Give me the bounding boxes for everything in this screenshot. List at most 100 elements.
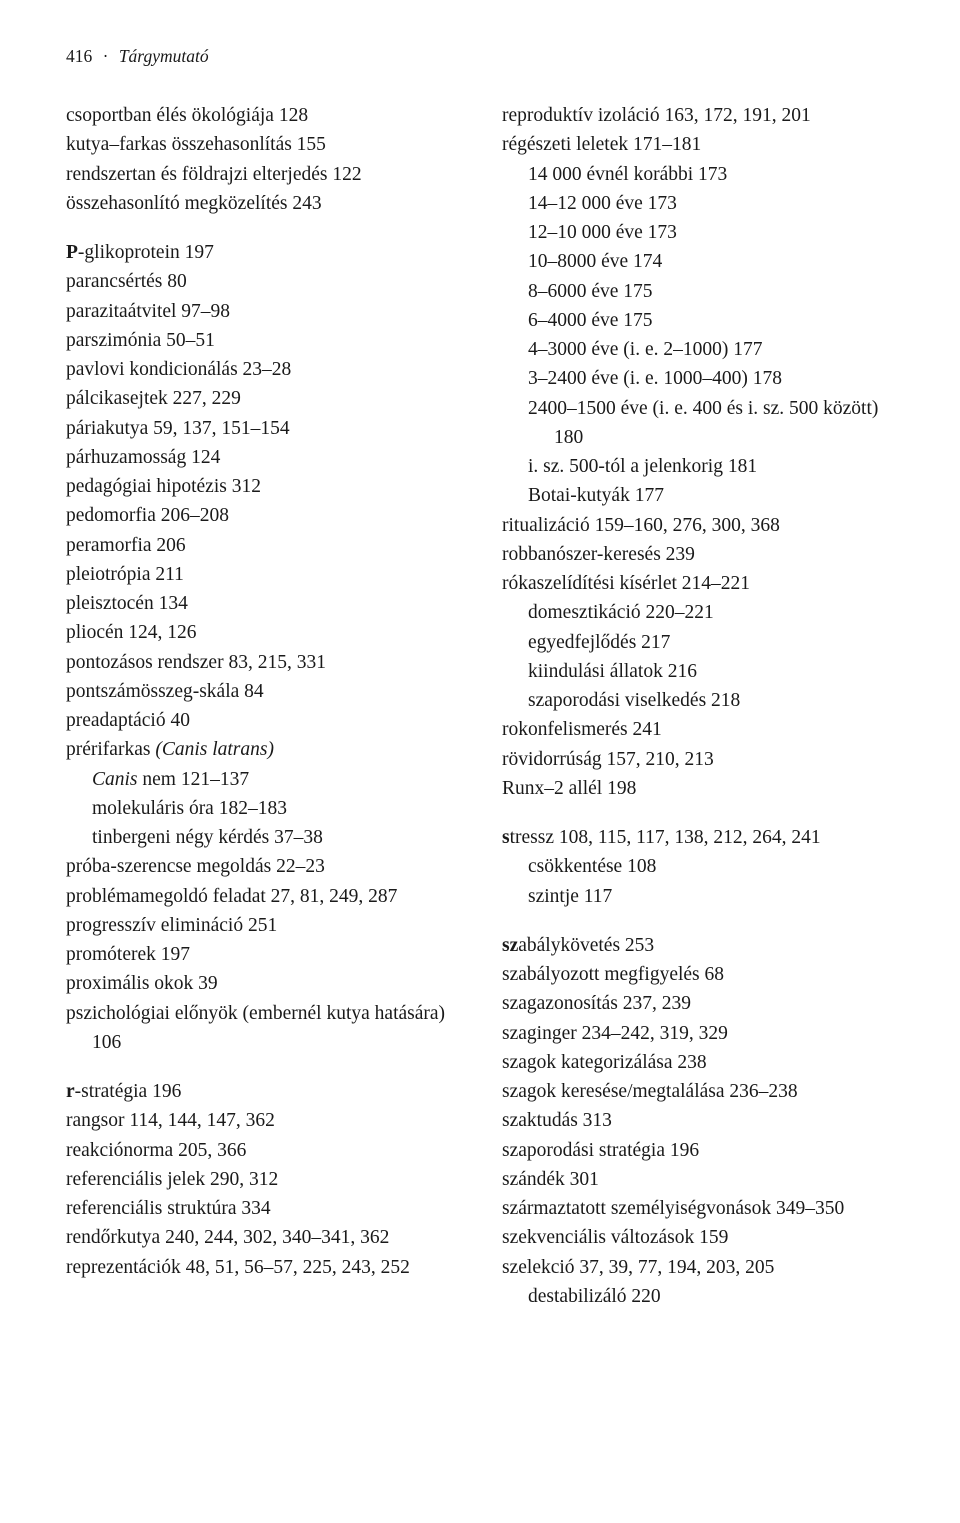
- index-entry: pontszámösszeg-skála 84: [66, 677, 468, 706]
- index-text: sz: [502, 935, 518, 956]
- index-subentry: Canis nem 121–137: [66, 765, 468, 794]
- index-text: szagazonosítás 237, 239: [502, 993, 691, 1014]
- index-text: referenciális struktúra 334: [66, 1198, 271, 1219]
- index-text: molekuláris óra 182–183: [92, 798, 287, 819]
- index-subentry: 10–8000 éve 174: [502, 247, 904, 276]
- index-text: i. sz. 500-tól a jelenkorig 181: [528, 456, 757, 477]
- index-entry: problémamegoldó feladat 27, 81, 249, 287: [66, 882, 468, 911]
- index-entry: szándék 301: [502, 1165, 904, 1194]
- index-text: szaporodási viselkedés 218: [528, 690, 740, 711]
- index-entry: progresszív elimináció 251: [66, 911, 468, 940]
- index-text: pleisztocén 134: [66, 593, 188, 614]
- index-entry: rangsor 114, 144, 147, 362: [66, 1106, 468, 1135]
- index-text: proximális okok 39: [66, 973, 218, 994]
- index-text: preadaptáció 40: [66, 710, 190, 731]
- index-entry: parszimónia 50–51: [66, 326, 468, 355]
- section-gap: [66, 1057, 468, 1077]
- index-text: parszimónia 50–51: [66, 330, 215, 351]
- index-entry: rókaszelídítési kísérlet 214–221: [502, 569, 904, 598]
- index-entry: referenciális jelek 290, 312: [66, 1165, 468, 1194]
- index-subentry: destabilizáló 220: [502, 1282, 904, 1311]
- index-entry: ritualizáció 159–160, 276, 300, 368: [502, 511, 904, 540]
- index-text: próba-szerencse megoldás 22–23: [66, 856, 325, 877]
- index-text: szaporodási stratégia 196: [502, 1140, 699, 1161]
- index-text: rokonfelismerés 241: [502, 719, 662, 740]
- index-text: rendszertan és földrajzi elterjedés 122: [66, 164, 362, 185]
- index-text: progresszív elimináció 251: [66, 915, 277, 936]
- index-entry: peramorfia 206: [66, 531, 468, 560]
- index-entry: pedagógiai hipotézis 312: [66, 472, 468, 501]
- index-entry: szaporodási stratégia 196: [502, 1136, 904, 1165]
- index-text: rövidorrúság 157, 210, 213: [502, 749, 714, 770]
- index-entry: szagok kategorizálása 238: [502, 1048, 904, 1077]
- section-gap: [502, 803, 904, 823]
- index-text: pontozásos rendszer 83, 215, 331: [66, 652, 326, 673]
- index-entry: szelekció 37, 39, 77, 194, 203, 205: [502, 1253, 904, 1282]
- index-text: származtatott személyiségvonások 349–350: [502, 1198, 844, 1219]
- index-subentry: domesztikáció 220–221: [502, 598, 904, 627]
- index-entry: r-stratégia 196: [66, 1077, 468, 1106]
- index-text: pszichológiai előnyök (embernél kutya ha…: [66, 1003, 445, 1053]
- index-entry: szekvenciális változások 159: [502, 1223, 904, 1252]
- index-entry: rokonfelismerés 241: [502, 715, 904, 744]
- index-entry: Runx–2 allél 198: [502, 774, 904, 803]
- index-text: rókaszelídítési kísérlet 214–221: [502, 573, 750, 594]
- index-subentry: 14–12 000 éve 173: [502, 189, 904, 218]
- index-entry: robbanószer-keresés 239: [502, 540, 904, 569]
- index-text: r: [66, 1081, 75, 1102]
- index-text: peramorfia 206: [66, 535, 186, 556]
- index-subentry: Botai-kutyák 177: [502, 481, 904, 510]
- index-entry: pleiotrópia 211: [66, 560, 468, 589]
- index-entry: rendőrkutya 240, 244, 302, 340–341, 362: [66, 1223, 468, 1252]
- index-subentry: molekuláris óra 182–183: [66, 794, 468, 823]
- right-column: reproduktív izoláció 163, 172, 191, 201 r…: [502, 101, 904, 1311]
- index-page: 416 · Tárgymutató csoportban élés ökológ…: [0, 0, 960, 1523]
- index-entry: pontozásos rendszer 83, 215, 331: [66, 648, 468, 677]
- index-text: szekvenciális változások 159: [502, 1227, 728, 1248]
- index-entry: szabálykövetés 253: [502, 931, 904, 960]
- index-text: reproduktív izoláció 163, 172, 191, 201: [502, 105, 811, 126]
- index-text: parancsértés 80: [66, 271, 187, 292]
- index-text: páriakutya 59, 137, 151–154: [66, 418, 290, 439]
- index-entry: pálcikasejtek 227, 229: [66, 384, 468, 413]
- index-entry: parazitaátvitel 97–98: [66, 297, 468, 326]
- index-text: 14 000 évnél korábbi 173: [528, 164, 727, 185]
- index-text: 10–8000 éve 174: [528, 251, 662, 272]
- index-text: kiindulási állatok 216: [528, 661, 697, 682]
- index-text: destabilizáló 220: [528, 1286, 661, 1307]
- index-text: 14–12 000 éve 173: [528, 193, 677, 214]
- index-text: problémamegoldó feladat 27, 81, 249, 287: [66, 886, 397, 907]
- index-text: abálykövetés 253: [518, 935, 654, 956]
- index-entry: pavlovi kondicionálás 23–28: [66, 355, 468, 384]
- index-text: P: [66, 242, 78, 263]
- index-entry: régészeti leletek 171–181: [502, 130, 904, 159]
- index-text: szagok kategorizálása 238: [502, 1052, 707, 1073]
- index-text: 4–3000 éve (i. e. 2–1000) 177: [528, 339, 763, 360]
- index-text: tressz 108, 115, 117, 138, 212, 264, 241: [510, 827, 821, 848]
- index-subentry: egyedfejlődés 217: [502, 628, 904, 657]
- index-subentry: 8–6000 éve 175: [502, 277, 904, 306]
- index-entry: összehasonlító megközelítés 243: [66, 189, 468, 218]
- index-entry: páriakutya 59, 137, 151–154: [66, 414, 468, 443]
- index-subentry: 2400–1500 éve (i. e. 400 és i. sz. 500 k…: [502, 394, 904, 453]
- index-entry: szaktudás 313: [502, 1106, 904, 1135]
- index-entry: pszichológiai előnyök (embernél kutya ha…: [66, 999, 468, 1058]
- index-text: régészeti leletek 171–181: [502, 134, 701, 155]
- index-text: rangsor 114, 144, 147, 362: [66, 1110, 275, 1131]
- index-entry: szabályozott megfigyelés 68: [502, 960, 904, 989]
- index-entry: reproduktív izoláció 163, 172, 191, 201: [502, 101, 904, 130]
- index-text: szaginger 234–242, 319, 329: [502, 1023, 728, 1044]
- index-text: pontszámösszeg-skála 84: [66, 681, 264, 702]
- index-text: szelekció 37, 39, 77, 194, 203, 205: [502, 1257, 774, 1278]
- index-text: parazitaátvitel 97–98: [66, 301, 230, 322]
- index-text: reprezentációk 48, 51, 56–57, 225, 243, …: [66, 1257, 410, 1278]
- index-text: domesztikáció 220–221: [528, 602, 714, 623]
- index-entry: pedomorfia 206–208: [66, 501, 468, 530]
- index-text: reakciónorma 205, 366: [66, 1140, 246, 1161]
- index-text: Runx–2 allél 198: [502, 778, 636, 799]
- index-text: 6–4000 éve 175: [528, 310, 653, 331]
- index-text: nem 121–137: [138, 769, 250, 790]
- index-text: pedomorfia 206–208: [66, 505, 229, 526]
- index-text: összehasonlító megközelítés 243: [66, 193, 322, 214]
- index-entry: reakciónorma 205, 366: [66, 1136, 468, 1165]
